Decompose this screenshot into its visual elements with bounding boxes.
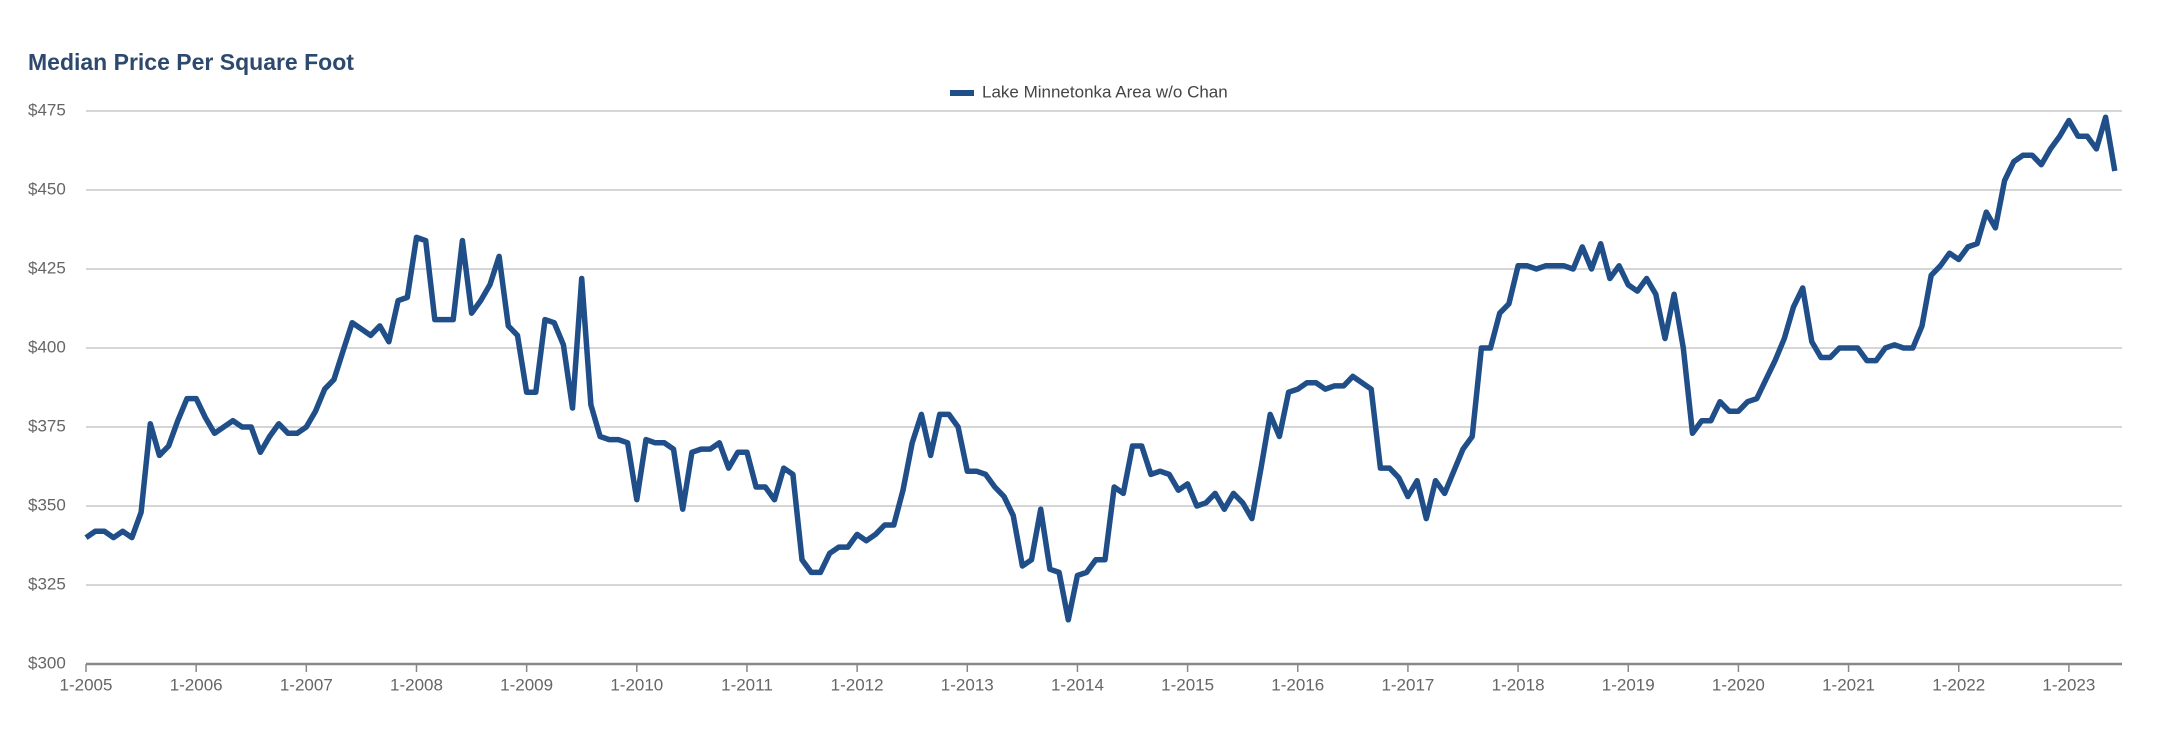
x-tick-label: 1-2015 — [1161, 675, 1214, 694]
x-tick-label: 1-2007 — [280, 675, 333, 694]
x-tick-label: 1-2008 — [390, 675, 443, 694]
x-tick-label: 1-2006 — [170, 675, 223, 694]
y-tick-label: $425 — [28, 258, 66, 277]
x-tick-label: 1-2020 — [1712, 675, 1765, 694]
x-tick-label: 1-2019 — [1602, 675, 1655, 694]
y-tick-label: $350 — [28, 495, 66, 514]
x-tick-label: 1-2014 — [1051, 675, 1104, 694]
x-tick-label: 1-2011 — [721, 675, 773, 694]
chart-title: Median Price Per Square Foot — [28, 49, 354, 75]
y-tick-label: $450 — [28, 179, 66, 198]
x-tick-label: 1-2013 — [941, 675, 994, 694]
x-tick-label: 1-2023 — [2042, 675, 2095, 694]
x-tick-label: 1-2012 — [831, 675, 884, 694]
line-series — [84, 114, 2118, 623]
x-tick-label: 1-2018 — [1492, 675, 1545, 694]
y-tick-label: $375 — [28, 416, 66, 435]
legend-label: Lake Minnetonka Area w/o Chan — [982, 82, 1228, 101]
x-tick-label: 1-2009 — [500, 675, 553, 694]
x-tick-label: 1-2016 — [1271, 675, 1324, 694]
x-tick-label: 1-2005 — [60, 675, 113, 694]
y-tick-label: $300 — [28, 653, 66, 672]
x-tick-label: 1-2010 — [610, 675, 663, 694]
x-tick-label: 1-2022 — [1932, 675, 1985, 694]
y-tick-label: $325 — [28, 574, 66, 593]
y-tick-label: $475 — [28, 100, 66, 119]
x-tick-label: 1-2021 — [1822, 675, 1875, 694]
x-tick-label: 1-2017 — [1381, 675, 1434, 694]
y-tick-label: $400 — [28, 337, 66, 356]
